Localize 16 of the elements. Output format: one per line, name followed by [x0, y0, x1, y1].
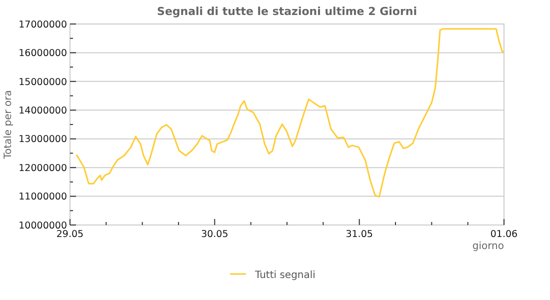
- x-tick-label: 30.05: [201, 229, 228, 240]
- chart-title: Segnali di tutte le stazioni ultime 2 Giorni: [157, 5, 417, 18]
- x-tick-label: 29.05: [56, 229, 84, 240]
- y-tick-label: 13000000: [18, 134, 67, 146]
- y-tick-label: 10000000: [18, 220, 67, 232]
- y-tick-label: 12000000: [18, 162, 67, 174]
- y-axis-title: Totale per ora: [3, 90, 14, 160]
- y-tick-label: 16000000: [18, 48, 67, 60]
- legend-label: Tutti segnali: [254, 270, 316, 281]
- y-tick-label: 11000000: [18, 192, 67, 203]
- y-tick-label: 14000000: [18, 105, 67, 116]
- y-tick-label: 17000000: [18, 19, 67, 30]
- x-tick-label: 01.06: [490, 229, 518, 240]
- x-axis-title: giorno: [472, 241, 504, 252]
- y-tick-label: 15000000: [18, 76, 67, 88]
- x-tick-label: 31.05: [346, 229, 373, 240]
